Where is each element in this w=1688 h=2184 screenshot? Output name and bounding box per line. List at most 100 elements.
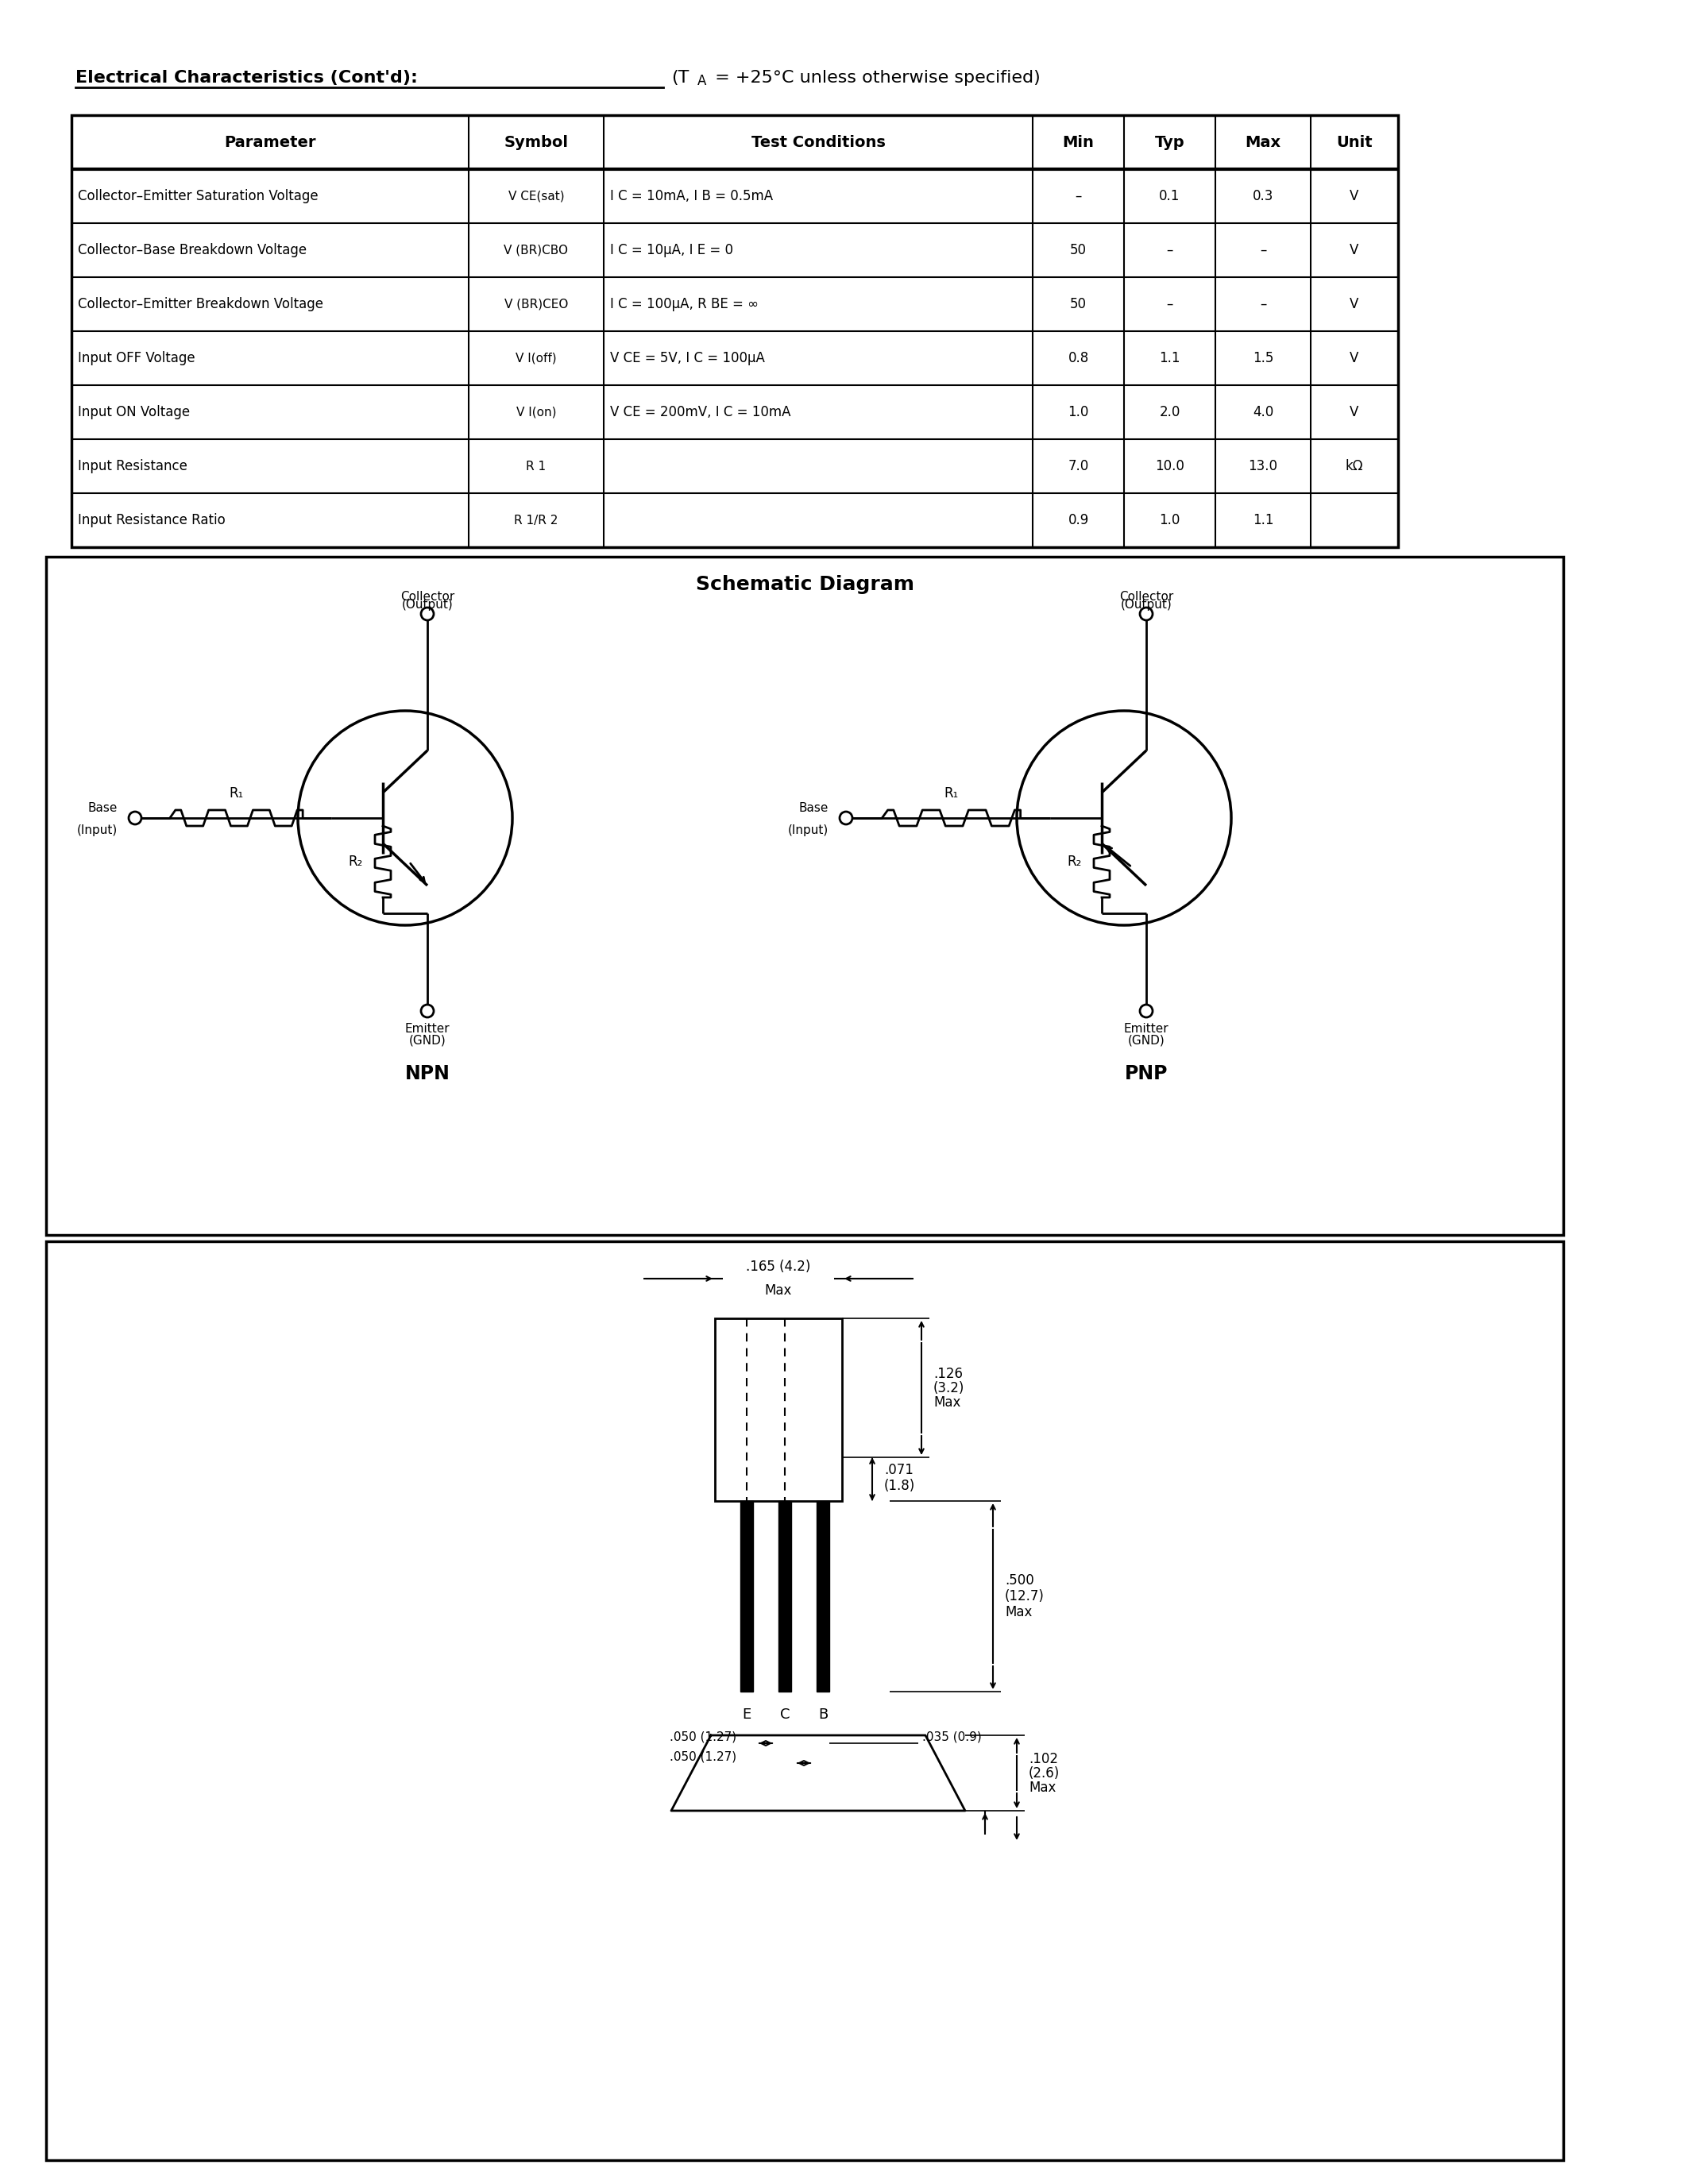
Text: 1.0: 1.0 xyxy=(1160,513,1180,526)
Text: Collector: Collector xyxy=(400,592,454,603)
Text: 0.1: 0.1 xyxy=(1160,190,1180,203)
Text: Typ: Typ xyxy=(1155,135,1185,151)
Text: (Input): (Input) xyxy=(788,823,829,836)
Text: .102: .102 xyxy=(1028,1752,1058,1767)
Text: R 1/R 2: R 1/R 2 xyxy=(515,513,559,526)
Text: Input Resistance Ratio: Input Resistance Ratio xyxy=(78,513,226,526)
Text: Base: Base xyxy=(798,802,829,815)
Text: Input Resistance: Input Resistance xyxy=(78,459,187,474)
Text: .071: .071 xyxy=(885,1463,913,1476)
Text: 0.3: 0.3 xyxy=(1252,190,1273,203)
Text: (2.6): (2.6) xyxy=(1028,1767,1060,1780)
Text: Max: Max xyxy=(1028,1780,1057,1795)
Text: (1.8): (1.8) xyxy=(885,1479,915,1492)
Bar xyxy=(46,1241,1563,2160)
Text: Collector–Base Breakdown Voltage: Collector–Base Breakdown Voltage xyxy=(78,242,307,258)
Text: Input ON Voltage: Input ON Voltage xyxy=(78,404,191,419)
Text: Collector–Emitter Breakdown Voltage: Collector–Emitter Breakdown Voltage xyxy=(78,297,324,312)
Text: (3.2): (3.2) xyxy=(933,1380,964,1396)
Bar xyxy=(46,557,1563,1234)
Text: R 1: R 1 xyxy=(527,461,547,472)
Text: (GND): (GND) xyxy=(408,1033,446,1046)
Text: V: V xyxy=(1350,242,1359,258)
Text: (T: (T xyxy=(672,70,689,85)
Text: Emitter: Emitter xyxy=(1124,1022,1168,1035)
Text: NPN: NPN xyxy=(405,1064,451,1083)
Text: Max: Max xyxy=(933,1396,960,1409)
Text: V: V xyxy=(1350,190,1359,203)
Text: Max: Max xyxy=(1004,1605,1031,1618)
Text: Input OFF Voltage: Input OFF Voltage xyxy=(78,352,196,365)
Text: 2.0: 2.0 xyxy=(1160,404,1180,419)
Text: Emitter: Emitter xyxy=(405,1022,449,1035)
Bar xyxy=(716,1319,842,1500)
Text: –: – xyxy=(1259,242,1266,258)
Text: (Output): (Output) xyxy=(402,598,452,612)
Text: (Input): (Input) xyxy=(78,823,118,836)
Text: 0.9: 0.9 xyxy=(1069,513,1089,526)
Text: Schematic Diagram: Schematic Diagram xyxy=(695,574,913,594)
Text: C: C xyxy=(780,1708,790,1721)
Text: –: – xyxy=(1166,297,1173,312)
Bar xyxy=(71,116,1398,548)
Text: B: B xyxy=(819,1708,827,1721)
Text: V I(off): V I(off) xyxy=(517,352,557,365)
Bar xyxy=(817,1500,829,1693)
Text: 1.5: 1.5 xyxy=(1252,352,1273,365)
Text: R₁: R₁ xyxy=(230,786,243,802)
Bar xyxy=(778,1500,792,1693)
Text: .035 (0.9): .035 (0.9) xyxy=(922,1732,982,1743)
Polygon shape xyxy=(672,1736,966,1811)
Text: 50: 50 xyxy=(1070,297,1087,312)
Text: V (BR)CEO: V (BR)CEO xyxy=(505,299,569,310)
Text: A: A xyxy=(697,74,707,87)
Text: Test Conditions: Test Conditions xyxy=(751,135,885,151)
Text: I C = 10mA, I B = 0.5mA: I C = 10mA, I B = 0.5mA xyxy=(609,190,773,203)
Text: Parameter: Parameter xyxy=(225,135,316,151)
Text: V I(on): V I(on) xyxy=(517,406,557,417)
Text: Min: Min xyxy=(1062,135,1094,151)
Text: E: E xyxy=(743,1708,751,1721)
Text: V CE(sat): V CE(sat) xyxy=(508,190,564,203)
Text: I C = 10μA, I E = 0: I C = 10μA, I E = 0 xyxy=(609,242,733,258)
Text: .165 (4.2): .165 (4.2) xyxy=(746,1260,810,1273)
Text: .126: .126 xyxy=(933,1367,962,1380)
Text: R₂: R₂ xyxy=(1067,854,1082,869)
Text: Symbol: Symbol xyxy=(505,135,569,151)
Text: 0.8: 0.8 xyxy=(1069,352,1089,365)
Text: Electrical Characteristics (Cont'd):: Electrical Characteristics (Cont'd): xyxy=(76,70,417,85)
Text: –: – xyxy=(1259,297,1266,312)
Text: PNP: PNP xyxy=(1124,1064,1168,1083)
Text: R₁: R₁ xyxy=(944,786,959,802)
Bar xyxy=(741,1500,753,1693)
Text: Collector–Emitter Saturation Voltage: Collector–Emitter Saturation Voltage xyxy=(78,190,319,203)
Text: I C = 100μA, R BE = ∞: I C = 100μA, R BE = ∞ xyxy=(609,297,758,312)
Text: Max: Max xyxy=(1246,135,1281,151)
Text: .500: .500 xyxy=(1004,1572,1035,1588)
Text: = +25°C unless otherwise specified): = +25°C unless otherwise specified) xyxy=(709,70,1040,85)
Text: 10.0: 10.0 xyxy=(1155,459,1185,474)
Text: 1.0: 1.0 xyxy=(1069,404,1089,419)
Text: Base: Base xyxy=(88,802,118,815)
Text: .050 (1.27): .050 (1.27) xyxy=(670,1752,736,1762)
Text: 1.1: 1.1 xyxy=(1160,352,1180,365)
Text: V CE = 200mV, I C = 10mA: V CE = 200mV, I C = 10mA xyxy=(609,404,790,419)
Text: kΩ: kΩ xyxy=(1345,459,1364,474)
Text: Unit: Unit xyxy=(1337,135,1372,151)
Text: V: V xyxy=(1350,404,1359,419)
Text: R₂: R₂ xyxy=(348,854,363,869)
Text: .050 (1.27): .050 (1.27) xyxy=(670,1732,736,1743)
Text: –: – xyxy=(1166,242,1173,258)
Text: (Output): (Output) xyxy=(1121,598,1171,612)
Text: (GND): (GND) xyxy=(1128,1033,1165,1046)
Text: V CE = 5V, I C = 100μA: V CE = 5V, I C = 100μA xyxy=(609,352,765,365)
Text: (12.7): (12.7) xyxy=(1004,1590,1045,1603)
Text: V: V xyxy=(1350,352,1359,365)
Text: 4.0: 4.0 xyxy=(1252,404,1273,419)
Text: 7.0: 7.0 xyxy=(1069,459,1089,474)
Text: Max: Max xyxy=(765,1284,792,1297)
Text: –: – xyxy=(1075,190,1082,203)
Text: 13.0: 13.0 xyxy=(1249,459,1278,474)
Text: V (BR)CBO: V (BR)CBO xyxy=(505,245,569,256)
Text: V: V xyxy=(1350,297,1359,312)
